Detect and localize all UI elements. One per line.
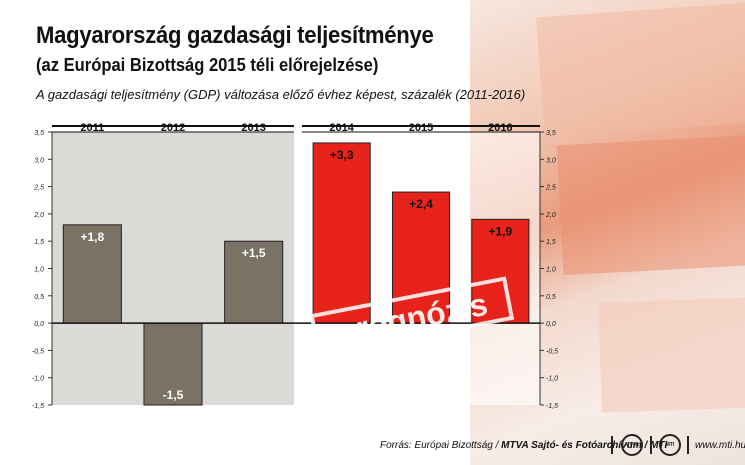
y-tick-label: 0,0 (546, 321, 556, 328)
y-tick-label: -0,5 (546, 348, 558, 355)
bar-2012 (143, 322, 203, 406)
source-note: Forrás: Európai Bizottság / MTVA Sajtó- … (380, 440, 667, 451)
chart-title: Magyarország gazdasági teljesítménye (36, 22, 434, 49)
separator (650, 436, 652, 454)
y-tick-label: -1,0 (546, 376, 558, 383)
x-category-label: 2012 (161, 122, 185, 134)
data-label: +3,3 (330, 148, 354, 162)
y-tick-label: 3,5 (34, 130, 44, 137)
y-tick-label: 1,5 (546, 239, 556, 246)
data-label: +2,4 (409, 197, 433, 211)
y-tick-label: 2,5 (33, 185, 44, 192)
y-tick-label: 2,0 (545, 212, 556, 219)
y-tick-label: 1,0 (546, 267, 556, 274)
y-tick-label: 0,0 (34, 321, 44, 328)
y-tick-label: 0,5 (34, 294, 44, 301)
x-category-label: 2015 (409, 122, 433, 134)
x-category-label: 2014 (329, 122, 354, 134)
y-tick-label: 2,0 (33, 212, 44, 219)
source-prefix: Forrás: Európai Bizottság / (380, 440, 502, 451)
y-tick-label: -0,5 (32, 348, 44, 355)
y-tick-label: 3,0 (546, 157, 556, 164)
y-tick-label: 1,5 (34, 239, 44, 246)
y-tick-label: -1,5 (32, 403, 44, 410)
data-label: +1,9 (488, 224, 512, 238)
chart-description: A gazdasági teljesítmény (GDP) változása… (36, 87, 526, 102)
website-url: www.mti.hu (695, 440, 745, 451)
x-category-label: 2016 (488, 122, 512, 134)
separator (687, 436, 689, 454)
bar-2014 (312, 142, 371, 324)
data-label: +1,8 (80, 230, 104, 244)
y-tick-label: 2,5 (545, 185, 556, 192)
bar-2011 (62, 224, 122, 324)
data-label: +1,5 (242, 246, 266, 260)
forecast-stamp-frame (309, 276, 515, 358)
y-tick-label: 0,5 (546, 294, 556, 301)
source-agency: MTVA Sajtó- és Fotóarchívum / MTI (501, 440, 668, 451)
bar-2016 (471, 218, 530, 324)
x-category-label: 2013 (241, 122, 265, 134)
mtva-logo: MTVA (621, 434, 643, 456)
y-tick-label: -1,0 (32, 376, 44, 383)
y-tick-label: 3,5 (546, 130, 556, 137)
y-tick-label: 3,0 (34, 157, 44, 164)
data-label: -1,5 (163, 388, 184, 402)
y-tick-label: -1,5 (546, 403, 558, 410)
y-tick-label: 1,0 (34, 267, 44, 274)
separator (611, 436, 613, 454)
mti-logo: MTI (659, 434, 681, 456)
bar-2015 (391, 191, 451, 324)
x-category-label: 2011 (80, 122, 104, 134)
chart-subtitle: (az Európai Bizottság 2015 téli előrejel… (36, 55, 379, 75)
